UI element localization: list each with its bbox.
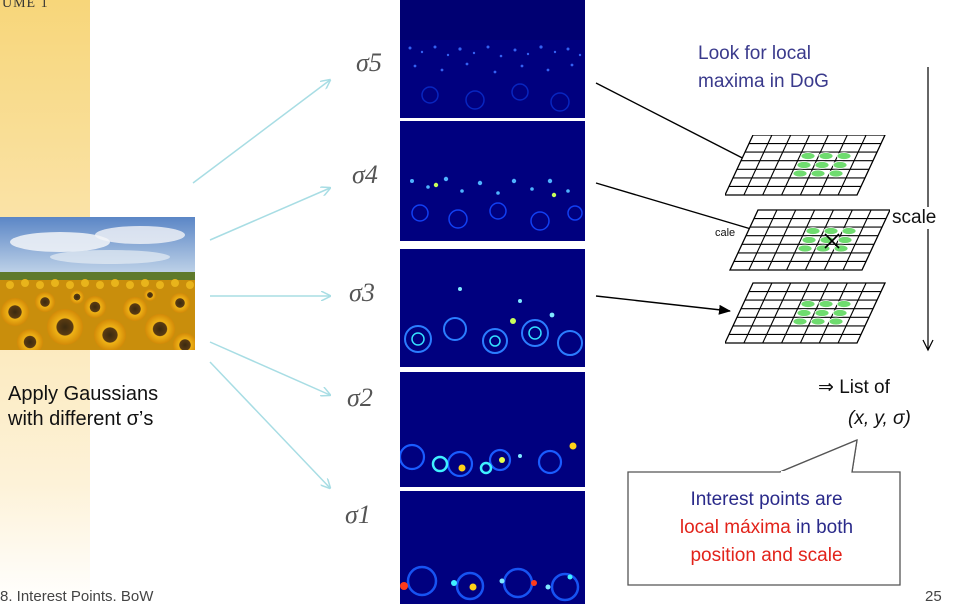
dog-image-sigma5 <box>400 0 585 118</box>
coords-text: (x, y, σ) <box>848 408 911 429</box>
arrow-to-sigma5 <box>192 80 330 184</box>
arrow-dog5-to-grid <box>595 82 759 167</box>
sigma4-label: σ4 <box>352 160 378 189</box>
header-fragment: UME 1 <box>2 0 49 11</box>
scale-small-label: cale <box>715 227 736 239</box>
grid-bottom <box>725 282 886 344</box>
dog-image-sigma1 <box>400 491 585 604</box>
sunflower-photo <box>0 217 195 350</box>
page-number: 25 <box>925 588 942 605</box>
apply-gaussians-text: Apply Gaussians with different σ’s <box>8 382 158 432</box>
sigma3-label: σ3 <box>349 278 375 307</box>
callout-line-3: position and scale <box>690 545 843 566</box>
arrow-dog3-to-grid <box>595 295 731 315</box>
sigma1-label: σ1 <box>345 500 371 529</box>
callout-in-both: in both <box>790 517 854 538</box>
grid-middle <box>729 209 890 271</box>
scale-axis-arrowhead <box>922 339 934 352</box>
sigma5-label: σ5 <box>356 48 382 77</box>
scale-space-grids <box>725 135 890 344</box>
dog-image-sigma3 <box>400 249 585 367</box>
look-for-maxima-text: Look for local maxima in DoG <box>698 40 829 96</box>
look-line-2: maxima in DoG <box>698 71 829 92</box>
apply-line-1: Apply Gaussians <box>8 383 159 405</box>
list-of-text: ⇒ List of <box>818 377 890 398</box>
callout-line-1: Interest points are <box>690 489 843 510</box>
callout-text: Interest points are local máxima in both… <box>630 486 903 570</box>
grid-top <box>725 135 886 196</box>
sigma2-label: σ2 <box>347 383 373 412</box>
arrow-dog4-to-grid <box>595 182 779 239</box>
arrow-to-sigma1 <box>209 361 330 488</box>
arrow-to-sigma4 <box>209 188 330 241</box>
scale-axis-label: scale <box>890 207 939 229</box>
callout-box <box>627 438 901 586</box>
callout-local-maxima: local máxima <box>679 517 791 538</box>
dog-image-sigma2 <box>400 372 585 487</box>
callout-line-2: local máxima in both <box>630 514 903 542</box>
look-line-1: Look for local <box>698 43 812 64</box>
dog-image-sigma4 <box>400 121 585 241</box>
arrow-to-sigma2 <box>209 341 330 395</box>
apply-line-2: with different σ’s <box>8 408 154 430</box>
slide-footer: 8. Interest Points. BoW <box>0 588 154 605</box>
